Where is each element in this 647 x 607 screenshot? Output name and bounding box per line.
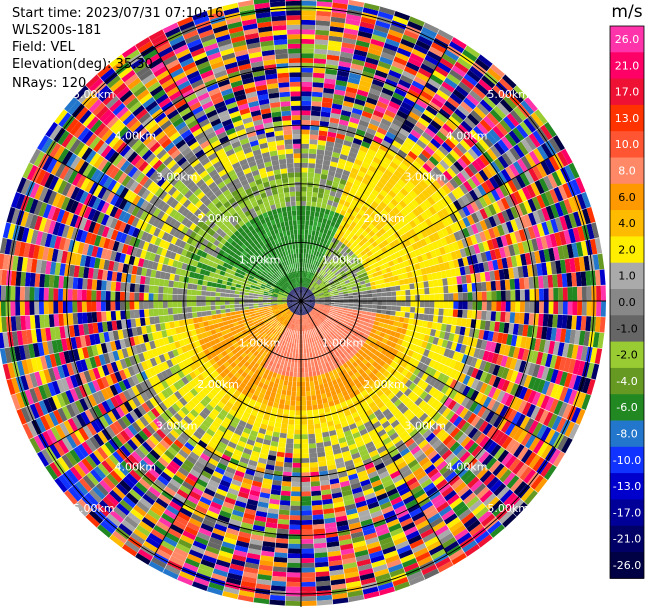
colorbar-tick-label: -26.0	[613, 559, 641, 572]
ring-label: 5.00km	[487, 88, 529, 101]
ring-label: 5.00km	[487, 502, 529, 515]
ring-label: 1.00km	[322, 254, 364, 267]
colorbar-swatch	[610, 552, 644, 579]
colorbar-tick-label: -10.0	[613, 454, 641, 467]
colorbar-swatch	[610, 315, 644, 343]
colorbar-swatch	[610, 473, 644, 500]
colorbar-swatch	[610, 446, 644, 474]
colorbar-tick-label: -30.0	[613, 585, 641, 598]
colorbar-swatch	[610, 26, 644, 53]
colorbar-swatch	[610, 183, 644, 211]
colorbar-tick-label: 13.0	[615, 112, 640, 125]
colorbar-swatch	[610, 52, 644, 80]
ring-label: 5.00km	[73, 88, 115, 101]
ring-label: 2.00km	[197, 378, 239, 391]
colorbar-tick-label: 0.0	[618, 296, 636, 309]
colorbar-tick-label: -17.0	[613, 506, 641, 519]
colorbar-swatch	[610, 394, 644, 421]
ring-label: 3.00km	[156, 419, 198, 432]
colorbar-swatch	[610, 210, 644, 237]
range-ring-labels: 1.00km 2.00km 3.00km 4.00km 5.00km 1.00km 2.00…	[73, 88, 529, 515]
ring-label: 3.00km	[405, 171, 447, 184]
scan-info-panel: Start time: 2023/07/31 07:10:16 WLS200s-…	[12, 5, 223, 92]
colorbar-tick-label: 6.0	[618, 191, 636, 204]
start-time-text: Start time: 2023/07/31 07:10:16	[12, 6, 224, 21]
ring-label: 3.00km	[156, 171, 198, 184]
colorbar-swatch	[610, 104, 644, 132]
colorbar-tick-label: 2.0	[618, 243, 636, 256]
ring-label: 2.00km	[197, 212, 239, 225]
ring-label: 1.00km	[322, 336, 364, 349]
field-text: Field: VEL	[12, 40, 75, 55]
colorbar-swatch	[610, 262, 644, 290]
colorbar-tick-label: 17.0	[615, 86, 640, 99]
colorbar-tick-label: -2.0	[616, 349, 637, 362]
ring-label: 4.00km	[446, 461, 488, 474]
ring-label: 2.00km	[363, 212, 405, 225]
colorbar-swatch	[610, 499, 644, 527]
colorbar-tick-label: -1.0	[616, 322, 637, 335]
colorbar-swatch	[610, 157, 644, 185]
ring-label: 1.00km	[239, 254, 281, 267]
colorbar-swatch	[610, 289, 644, 316]
colorbar-tick-label: 21.0	[615, 59, 640, 72]
ring-label: 5.00km	[73, 502, 115, 515]
ring-label: 3.00km	[405, 419, 447, 432]
instrument-text: WLS200s-181	[12, 23, 102, 38]
colorbar-tick-label: -6.0	[616, 401, 637, 414]
colorbar-unit: m/s	[611, 2, 642, 22]
ring-label: 1.00km	[239, 336, 281, 349]
colorbar-swatch	[610, 525, 644, 553]
colorbar-swatch	[610, 420, 644, 448]
colorbar-tick-label: -8.0	[616, 428, 637, 441]
colorbar-tick-label: -4.0	[616, 375, 637, 388]
colorbar-swatch	[610, 236, 644, 264]
ring-label: 4.00km	[446, 129, 488, 142]
colorbar-tick-label: -21.0	[613, 533, 641, 546]
colorbar-swatch	[610, 367, 644, 395]
colorbar-tick-label: 8.0	[618, 165, 636, 178]
colorbar-swatch	[610, 131, 644, 158]
colorbar-tick-label: 4.0	[618, 217, 636, 230]
colorbar-swatch	[610, 341, 644, 369]
nrays-text: NRays: 120	[12, 76, 87, 91]
colorbar-swatch	[610, 78, 644, 106]
elevation-text: Elevation(deg): 35.30	[12, 57, 153, 72]
colorbar-tick-label: 1.0	[618, 270, 636, 283]
ring-label: 4.00km	[115, 129, 157, 142]
ring-label: 2.00km	[363, 378, 405, 391]
ring-label: 4.00km	[115, 461, 157, 474]
colorbar-tick-label: 26.0	[615, 33, 640, 46]
colorbar-tick-label: -13.0	[613, 480, 641, 493]
colorbar-tick-label: 10.0	[615, 138, 640, 151]
